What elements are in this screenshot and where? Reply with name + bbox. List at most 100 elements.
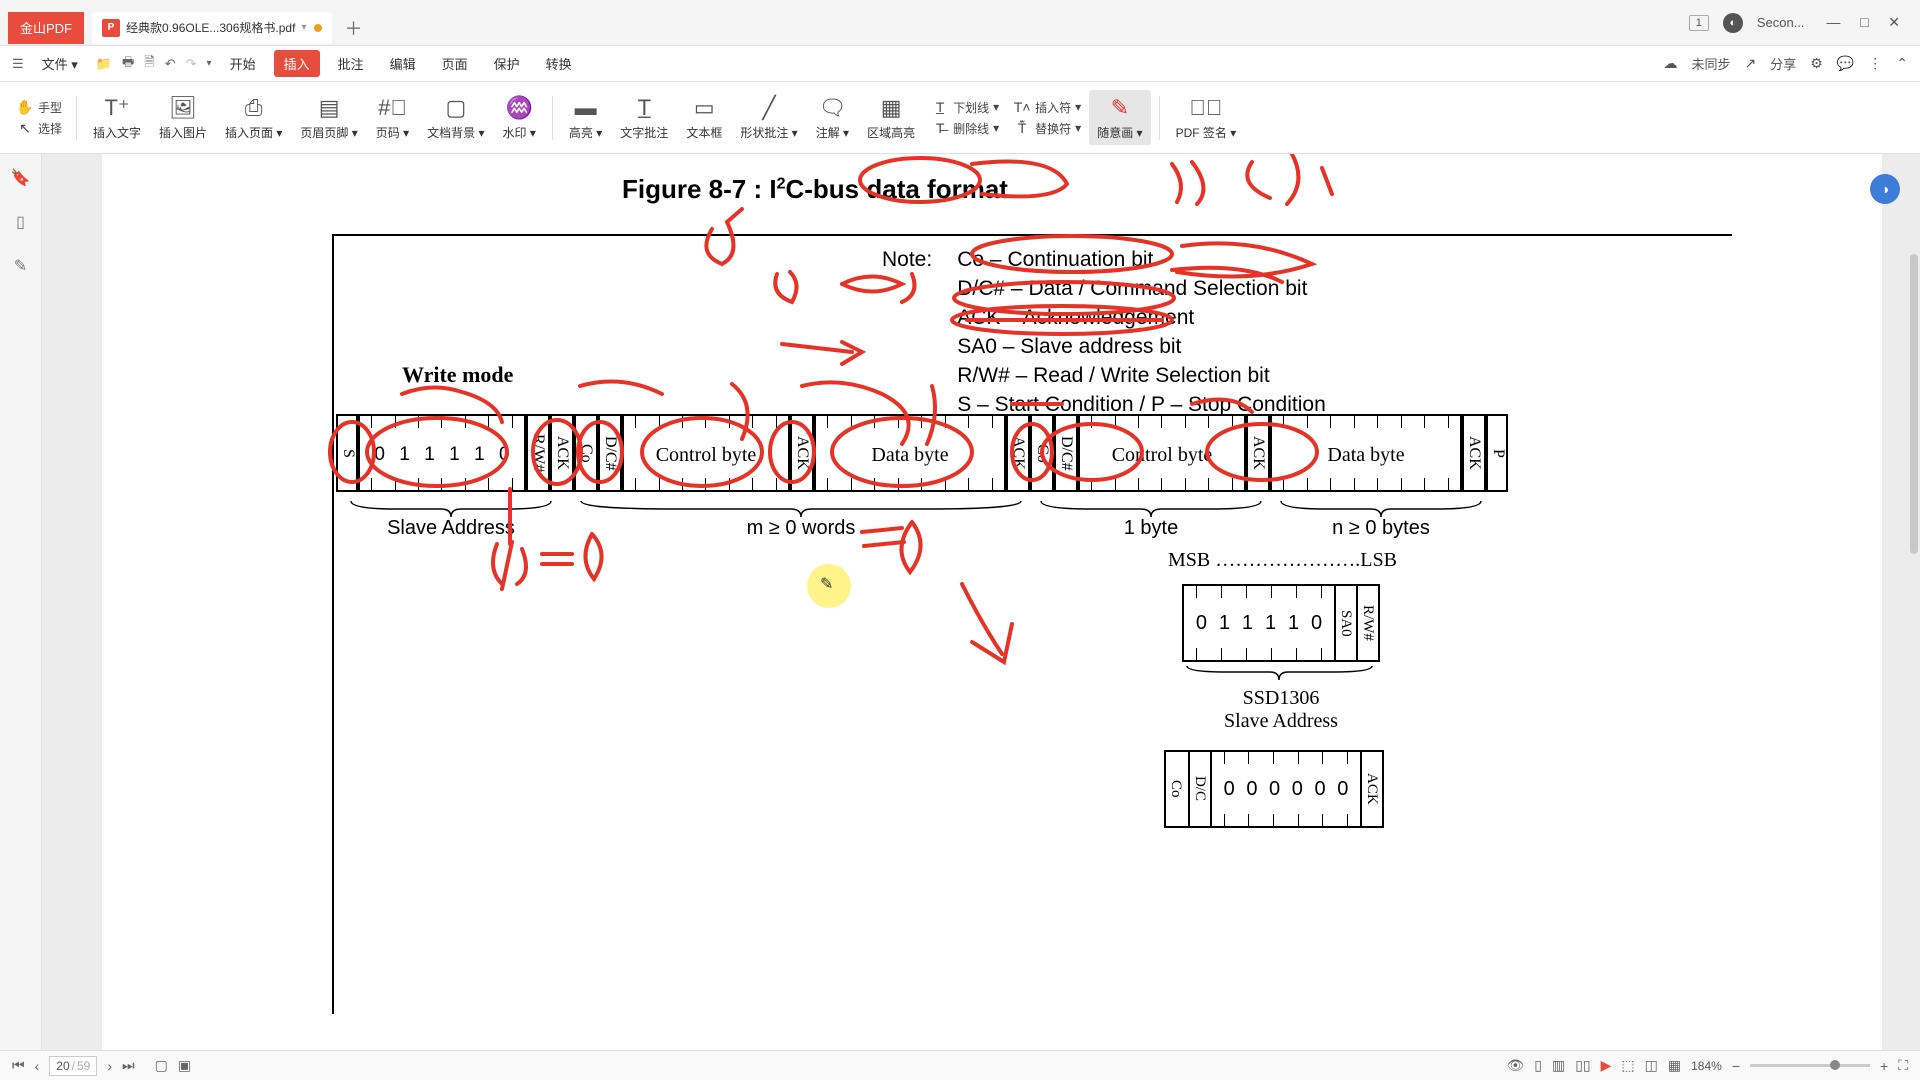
text-comment-button[interactable]: T̲文字批注 [612, 94, 676, 141]
username-label[interactable]: Secon... [1757, 15, 1805, 30]
freedraw-button[interactable]: ✎随意画 ▾ [1089, 90, 1150, 145]
layout-3-icon[interactable]: ▦ [1668, 1057, 1681, 1074]
collapse-ribbon-icon[interactable]: ⌃ [1896, 55, 1908, 72]
fit-page-icon[interactable]: ▢ [155, 1057, 168, 1074]
bookmark-panel-icon[interactable]: 🔖 [11, 168, 31, 188]
attachments-panel-icon[interactable]: ✎ [14, 256, 27, 276]
underline-button[interactable]: T̲下划线 ▾ [931, 99, 999, 116]
s-column: S [336, 414, 358, 492]
co-column-1: Co [574, 414, 598, 492]
first-page-button[interactable]: ⏮ [12, 1057, 25, 1074]
share-label[interactable]: 分享 [1770, 54, 1796, 73]
share-icon[interactable]: ↗ [1745, 55, 1757, 72]
new-tab-button[interactable]: ＋ [344, 15, 362, 41]
document-tab[interactable]: P 经典款0.96OLE...306规格书.pdf ▾ [92, 12, 332, 44]
view-continuous-icon[interactable]: ▥ [1552, 1057, 1565, 1074]
pen-icon: ✎ [1111, 94, 1129, 122]
prev-page-button[interactable]: ‹ [35, 1058, 40, 1074]
user-avatar[interactable]: ◐ [1723, 13, 1743, 33]
save-icon[interactable]: 🗎 [144, 53, 154, 75]
zoom-in-button[interactable]: + [1880, 1058, 1888, 1074]
main-area: 🔖 ▯ ✎ Figure 8-7 : I2C-bus data format N… [0, 154, 1920, 1050]
fit-width-icon[interactable]: ▣ [178, 1057, 191, 1074]
header-footer-button[interactable]: ▤页眉页脚 ▾ [292, 94, 365, 141]
menu-edit[interactable]: 编辑 [382, 50, 424, 77]
unsaved-indicator [314, 24, 322, 32]
menu-start[interactable]: 开始 [222, 50, 264, 77]
arrow-down-icon[interactable]: ▾ [301, 22, 306, 33]
next-page-button[interactable]: › [107, 1058, 112, 1074]
settings-icon[interactable]: ⚙ [1810, 55, 1823, 72]
pdf-sign-button[interactable]: ✓⃝PDF 签名 ▾ [1168, 94, 1245, 141]
undo-icon[interactable]: ↶ [165, 56, 176, 72]
ack-column-2: ACK [790, 414, 814, 492]
ack-column-4: ACK [1246, 414, 1270, 492]
view-double-icon[interactable]: ▯▯ [1575, 1057, 1590, 1074]
page-indicator[interactable]: 20/59 [49, 1056, 97, 1076]
thumbnails-panel-icon[interactable]: ▯ [16, 212, 25, 232]
page-number-button[interactable]: #⃞页码 ▾ [368, 94, 417, 141]
last-page-button[interactable]: ⏭ [122, 1057, 135, 1074]
shape-annot-button[interactable]: ╱形状批注 ▾ [732, 94, 805, 141]
eye-icon[interactable]: 👁 [1506, 1057, 1524, 1074]
layout-2-icon[interactable]: ◫ [1645, 1057, 1658, 1074]
vertical-scrollbar[interactable] [1910, 254, 1918, 554]
ack-column-1: ACK [550, 414, 574, 492]
play-icon[interactable]: ▶ [1601, 1057, 1612, 1074]
insert-image-button[interactable]: 🖼插入图片 [151, 94, 215, 141]
watermark-button[interactable]: ♒水印 ▾ [495, 94, 544, 141]
insert-caret-button[interactable]: T˄插入符 ▾ [1013, 99, 1081, 116]
minimize-button[interactable]: — [1827, 14, 1841, 30]
pen-cursor-icon: ✎ [820, 574, 833, 594]
sync-status[interactable]: 未同步 [1692, 54, 1731, 73]
menu-page[interactable]: 页面 [434, 50, 476, 77]
ack-column-5: ACK [1462, 414, 1486, 492]
open-icon[interactable]: 📁 [96, 56, 112, 72]
background-button[interactable]: ▢文档背景 ▾ [419, 94, 492, 141]
strike-button[interactable]: T̶删除线 ▾ [931, 120, 999, 137]
document-viewport[interactable]: Figure 8-7 : I2C-bus data format Note: C… [42, 154, 1920, 1050]
menu-annotate[interactable]: 批注 [330, 50, 372, 77]
replace-caret-button[interactable]: T͊替换符 ▾ [1013, 120, 1081, 137]
float-assist-badge[interactable]: ◑ [1870, 174, 1900, 204]
cursor-mode-group: ✋手型 ↖选择 [10, 99, 68, 137]
total-pages: 59 [77, 1059, 90, 1073]
view-single-icon[interactable]: ▯ [1534, 1057, 1542, 1074]
more-icon[interactable]: ⋮ [1868, 55, 1882, 72]
zoom-out-button[interactable]: − [1732, 1058, 1740, 1074]
select-tool[interactable]: ↖选择 [16, 120, 62, 137]
menu-protect[interactable]: 保护 [486, 50, 528, 77]
hamburger-icon[interactable]: ☰ [12, 56, 24, 72]
header-icon: ▤ [319, 94, 340, 122]
maximize-button[interactable]: □ [1860, 14, 1868, 30]
cloud-sync-icon[interactable]: ☁ [1664, 55, 1678, 72]
redo-icon[interactable]: ↷ [186, 56, 197, 72]
menu-insert[interactable]: 插入 [274, 50, 320, 77]
page-num-icon: #⃞ [378, 94, 407, 122]
zoom-slider[interactable] [1750, 1064, 1870, 1067]
p-column: P [1486, 414, 1508, 492]
background-icon: ▢ [445, 94, 466, 122]
textbox-button[interactable]: ▭文本框 [678, 94, 730, 141]
fullscreen-button[interactable]: ⛶ [1898, 1057, 1908, 1074]
dropdown-icon[interactable]: ▾ [207, 58, 212, 69]
insert-page-button[interactable]: ⎙插入页面 ▾ [217, 94, 290, 141]
highlight-button[interactable]: ▬高亮 ▾ [561, 94, 610, 141]
ack-column-3: ACK [1006, 414, 1030, 492]
print-icon[interactable]: 🖶 [122, 53, 134, 75]
feedback-icon[interactable]: 💬 [1837, 55, 1854, 72]
textbox-icon: ▭ [694, 94, 715, 122]
notification-badge[interactable]: 1 [1689, 15, 1709, 31]
menu-convert[interactable]: 转换 [538, 50, 580, 77]
area-highlight-button[interactable]: ▦区域高亮 [859, 94, 923, 141]
highlight-icon: ▬ [575, 94, 597, 122]
note-button[interactable]: 🗨注解 ▾ [808, 94, 857, 141]
insert-text-button[interactable]: T⁺插入文字 [85, 94, 149, 141]
layout-1-icon[interactable]: ⬚ [1621, 1057, 1634, 1074]
hand-tool[interactable]: ✋手型 [16, 99, 62, 116]
menu-file[interactable]: 文件 ▾ [34, 50, 86, 77]
line-icon: ╱ [762, 94, 775, 122]
close-button[interactable]: ✕ [1888, 14, 1900, 30]
current-page[interactable]: 20 [56, 1059, 69, 1073]
zoom-value: 184% [1691, 1059, 1722, 1073]
